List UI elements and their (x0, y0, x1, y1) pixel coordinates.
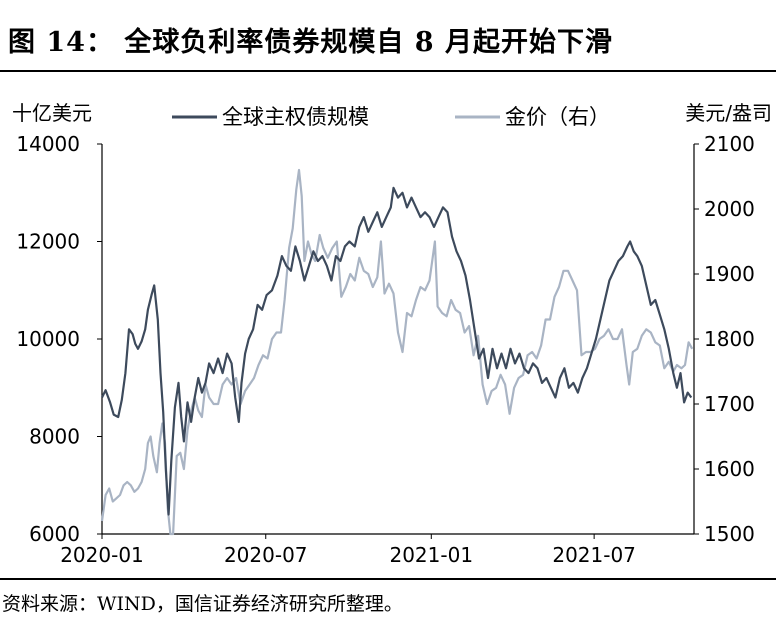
legend-label-gold: 金价（右） (505, 105, 610, 129)
x-tick-label: 2020-01 (60, 543, 144, 567)
legend: 全球主权债规模 金价（右） (172, 105, 610, 129)
left-tick-label: 12000 (16, 230, 80, 254)
left-tick-label: 8000 (29, 425, 80, 449)
legend-label-debt: 全球主权债规模 (222, 105, 369, 129)
left-tick-label: 10000 (16, 327, 80, 351)
figure-header: 图 14： 全球负利率债券规模自 8 月起开始下滑 (0, 0, 776, 72)
header-rule (0, 70, 776, 72)
chart: 十亿美元 美元/盎司 全球主权债规模 金价（右） 6000 8000 10000 12… (12, 101, 772, 567)
series-line-debt (101, 186, 693, 516)
right-tick-label: 1800 (704, 327, 755, 351)
left-tick-label: 6000 (29, 522, 80, 546)
right-tick-label: 1500 (704, 522, 755, 546)
plot-area (100, 168, 694, 536)
x-tick-label: 2021-07 (552, 543, 636, 567)
right-tick-label: 2000 (704, 197, 755, 221)
source-note: 资料来源：WIND，国信证券经济研究所整理。 (2, 593, 403, 615)
right-tick-label: 1900 (704, 262, 755, 286)
right-tick-label: 1600 (704, 457, 755, 481)
right-axis-unit: 美元/盎司 (685, 101, 772, 125)
right-tick-label: 1700 (704, 392, 755, 416)
x-tick-label: 2020-07 (224, 543, 308, 567)
left-tick-label: 14000 (16, 132, 80, 156)
footer-rule (0, 578, 776, 580)
axes: 6000 8000 10000 12000 14000 1500 1600 1700 1800 1… (16, 132, 755, 567)
x-tick-label: 2021-01 (389, 543, 473, 567)
right-tick-label: 2100 (704, 132, 755, 156)
series-line-gold (100, 168, 694, 536)
left-axis-unit: 十亿美元 (12, 101, 92, 125)
figure-title: 图 14： 全球负利率债券规模自 8 月起开始下滑 (8, 27, 613, 58)
